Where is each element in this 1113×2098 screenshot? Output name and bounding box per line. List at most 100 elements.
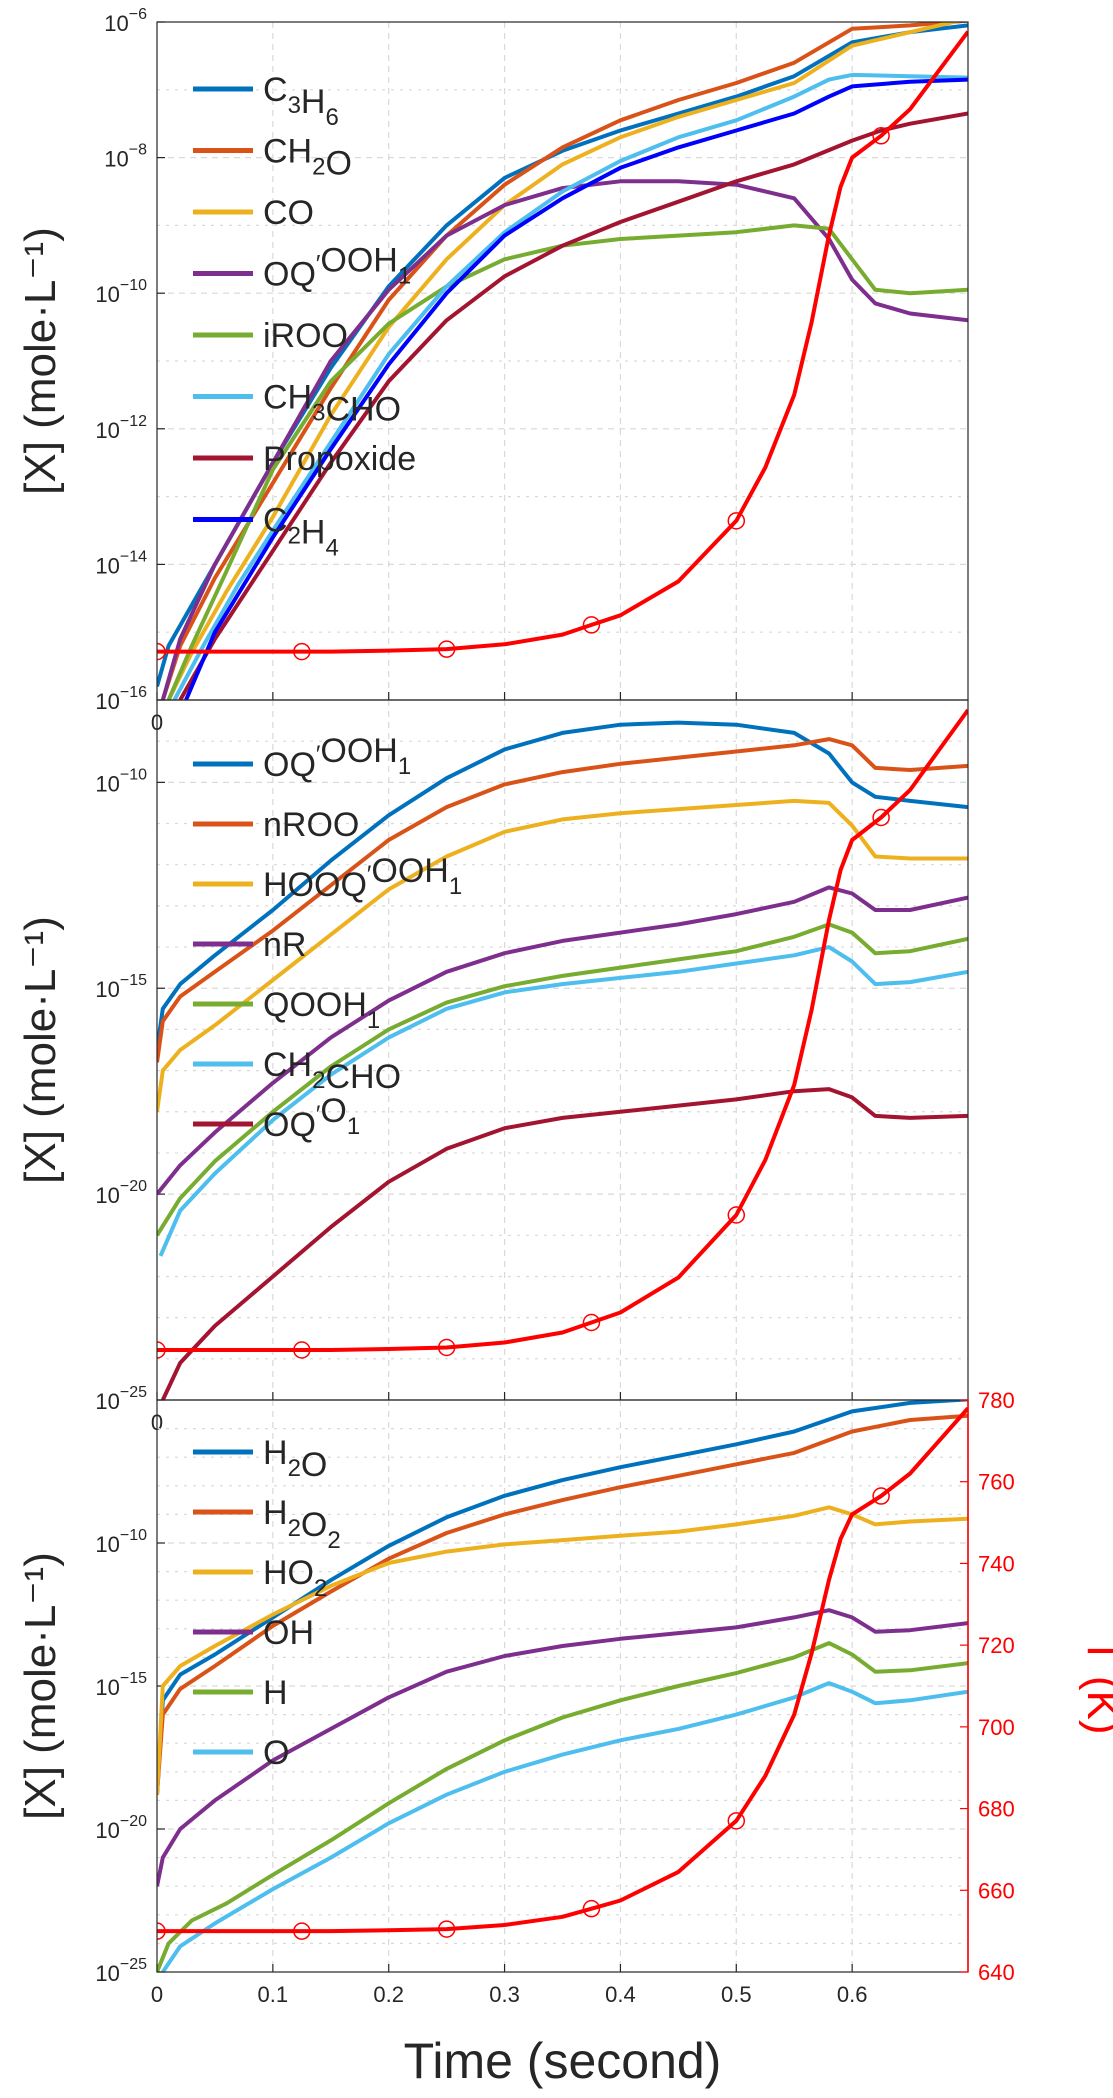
legend-label: OQ′OOH1 — [263, 732, 411, 784]
series-line-nR — [157, 885, 968, 1196]
temperature-marker — [872, 1487, 890, 1505]
x-tick-label: 0.4 — [605, 1982, 636, 2007]
series-line-CH2CHO — [158, 945, 968, 1257]
x-tick-label: 0.5 — [721, 1982, 752, 2007]
temperature-marker — [437, 1920, 456, 1938]
series-line-OQ'O1 — [160, 1087, 968, 1400]
legend-label: HO2 — [263, 1554, 327, 1602]
x-tick-label: 0.6 — [837, 1982, 868, 2007]
temperature-tick-label: 760 — [978, 1470, 1015, 1495]
panel-2: 10−25 10−20 10−15 10−10 [X] (mole·L⁻¹) OQ′OOH… — [16, 699, 969, 1435]
temperature-tick-label: 740 — [978, 1551, 1015, 1576]
series-group — [157, 1400, 968, 1972]
y-tick-label: 10−15 — [95, 1670, 147, 1700]
legend-label: OH — [263, 1614, 314, 1652]
series-line-iROO — [166, 223, 968, 700]
series-group — [157, 22, 968, 700]
temperature-marker — [157, 642, 166, 661]
temperature-marker — [727, 512, 746, 530]
temperature-marker — [157, 1341, 166, 1359]
temperature-tick-label: 680 — [978, 1797, 1015, 1822]
y-axis-label: [X] (mole·L⁻¹) — [16, 916, 65, 1184]
temperature-marker — [582, 1899, 601, 1918]
temperature-line — [157, 30, 968, 654]
y-tick-label: 10−8 — [104, 142, 147, 172]
y-tick-label: 10−20 — [95, 1178, 147, 1208]
temperature-tick-label: 640 — [978, 1960, 1015, 1985]
legend-label: iROO — [263, 317, 348, 355]
series-line-O — [161, 1681, 968, 1972]
temperature-marker — [582, 1313, 601, 1332]
legend-label: O — [263, 1734, 289, 1772]
legend-label: CH3CHO — [263, 379, 401, 429]
legend-label: HOOQ′OOH1 — [263, 852, 462, 904]
y-tick-label: 10−14 — [95, 548, 147, 578]
legend-label: OQ′O1 — [263, 1092, 360, 1144]
temperature-overlay — [157, 1406, 968, 1940]
temperature-line — [157, 1406, 968, 1934]
temperature-line — [157, 708, 968, 1352]
series-line-H2O2 — [157, 1413, 968, 1795]
legend-label: CO — [263, 194, 314, 232]
temperature-tick-label: 700 — [978, 1715, 1015, 1740]
temperature-overlay — [157, 30, 968, 661]
temperature-marker — [437, 640, 456, 658]
legend-label: Propoxide — [263, 440, 416, 478]
temperature-marker — [293, 642, 311, 661]
temperature-marker — [727, 1206, 746, 1224]
series-line-H — [157, 1641, 968, 1972]
legend-label: C3H6 — [263, 71, 339, 131]
x-axis-label: Time (second) — [404, 2033, 722, 2089]
series-line-H2O — [157, 1400, 968, 1795]
temperature-marker — [872, 127, 890, 145]
y-tick-label: 10−10 — [95, 277, 147, 307]
temperature-marker — [293, 1922, 311, 1940]
y-tick-label: 10−25 — [95, 1384, 147, 1414]
legend-label: C2H4 — [263, 502, 339, 562]
series-line-OQ'OOH1 — [157, 720, 968, 1051]
series-line-Propoxide — [178, 111, 968, 700]
x-tick-label: 0 — [151, 1982, 163, 2007]
series-line-CO — [166, 22, 963, 700]
series-line-HOOQ'OOH1 — [157, 798, 968, 1113]
legend-label: OQ′OOH1 — [263, 242, 411, 294]
temperature-marker — [727, 1812, 746, 1830]
y-axis-label: [X] (mole·L⁻¹) — [16, 227, 65, 495]
temperature-marker — [872, 808, 890, 827]
temperature-tick-label: 720 — [978, 1633, 1015, 1658]
legend-label: CH2CHO — [263, 1046, 401, 1096]
series-line-nROO — [157, 737, 968, 1063]
temperature-tick-label: 780 — [978, 1388, 1015, 1413]
legend-label: nR — [263, 926, 306, 964]
temperature-tick-label: 660 — [978, 1878, 1015, 1903]
series-line-CH3CHO — [172, 72, 968, 700]
legend-label: H — [263, 1674, 288, 1712]
series-line-OH — [157, 1608, 968, 1887]
y-tick-label: 10−12 — [95, 413, 147, 443]
series-group — [157, 720, 968, 1400]
legend-label: H2O2 — [263, 1494, 341, 1554]
legend-label: H2O — [263, 1434, 327, 1484]
x-tick-label: 0.2 — [373, 1982, 404, 2007]
x-tick-label: 0.1 — [258, 1982, 289, 2007]
series-line-CH2O — [160, 22, 968, 700]
legend-label: nROO — [263, 806, 359, 844]
temperature-overlay — [157, 708, 968, 1359]
x-tick-label: 0.3 — [489, 1982, 520, 2007]
series-line-QOOH1 — [157, 922, 968, 1237]
legend-label: CH2O — [263, 133, 352, 183]
y-tick-label: 10−10 — [95, 766, 147, 796]
y-tick-label: 10−16 — [95, 684, 147, 714]
temperature-axis-label: T (K) — [1078, 1638, 1113, 1735]
series-line-C3H6 — [157, 23, 968, 687]
temperature-marker — [437, 1338, 456, 1357]
y-tick-label: 10−20 — [95, 1813, 147, 1843]
panel-1: 10−16 10−14 10−12 10−10 10−8 10−6 [X] (mole·L⁻… — [16, 6, 969, 735]
y-tick-label: 10−10 — [95, 1527, 147, 1557]
y-axis-label: [X] (mole·L⁻¹) — [16, 1552, 65, 1820]
